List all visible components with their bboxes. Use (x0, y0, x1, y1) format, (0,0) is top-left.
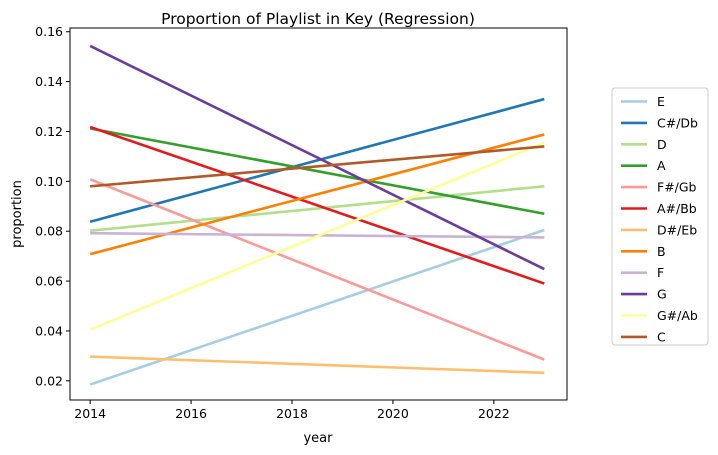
legend-label: D#/Eb (657, 222, 697, 237)
legend-frame (611, 87, 709, 346)
legend-label: B (657, 244, 666, 259)
series-line (89, 44, 545, 271)
y-tick-label: 0.16 (35, 24, 63, 39)
legend: E C#/Db DA F#/Gb A#/Bb D#/Eb BFG G#/Ab C (611, 87, 709, 346)
x-tick-label: 2020 (377, 406, 409, 421)
series-line (90, 145, 545, 188)
series-line (90, 355, 545, 375)
series-line (90, 185, 545, 233)
legend-label: G (657, 287, 667, 302)
x-tick-label: 2022 (478, 406, 510, 421)
y-tick-label: 0.06 (35, 274, 63, 289)
x-tick-label: 2014 (74, 406, 106, 421)
series-line (89, 97, 545, 223)
series-line (89, 127, 545, 216)
series-line (89, 178, 545, 361)
plot-lines (89, 44, 545, 386)
x-axis-title: year (303, 431, 333, 446)
x-tick-label: 2016 (175, 406, 207, 421)
x-axis: 2014 2016 2018 2020 2022 (74, 400, 510, 421)
legend-label: F#/Gb (657, 180, 697, 195)
y-tick-label: 0.02 (35, 373, 63, 388)
y-tick-label: 0.04 (35, 323, 63, 338)
series-line (89, 141, 545, 331)
chart-title: Proportion of Playlist in Key (Regressio… (161, 10, 475, 28)
series-line (89, 228, 545, 386)
y-tick-label: 0.10 (35, 174, 63, 189)
y-tick-label: 0.08 (35, 224, 63, 239)
legend-label: C (657, 329, 666, 344)
legend-label: A#/Bb (657, 201, 697, 216)
series-line (89, 125, 545, 285)
plot-frame (69, 27, 568, 401)
legend-label: A (657, 158, 666, 173)
legend-label: D (657, 137, 667, 152)
legend-label: F (657, 265, 664, 280)
x-tick-label: 2018 (276, 406, 308, 421)
legend-label: G#/Ab (657, 308, 698, 323)
legend-label: C#/Db (657, 115, 698, 130)
legend-label: E (657, 94, 665, 109)
y-tick-label: 0.12 (35, 124, 63, 139)
y-axis: 0.02 0.04 0.06 0.08 0.10 0.12 0.14 0.16 (35, 24, 70, 388)
y-tick-label: 0.14 (35, 74, 63, 89)
y-axis-title: proportion (10, 180, 25, 248)
